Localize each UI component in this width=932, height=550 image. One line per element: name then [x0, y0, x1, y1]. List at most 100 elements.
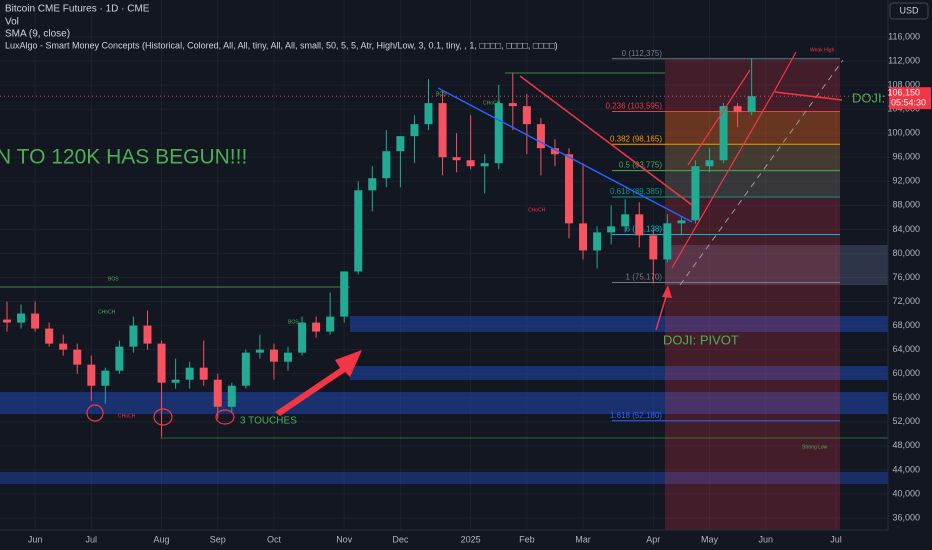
candle-body [129, 325, 138, 347]
indicator: LuxAlgo - Smart Money Concepts (Historic… [5, 40, 558, 50]
fib-zone [665, 60, 840, 530]
y-tick-label: 52,000 [892, 416, 920, 426]
headline: N TO 120K HAS BEGUN!!! [0, 146, 247, 169]
arrow-head [662, 285, 672, 298]
candle-body [494, 103, 503, 164]
indicator: Vol [5, 17, 19, 28]
y-tick-label: 76,000 [892, 272, 920, 282]
smc-label: Strong Low [802, 444, 828, 450]
trend-line [437, 87, 693, 223]
candle-body [340, 271, 349, 317]
x-tick-label: Jul [86, 534, 98, 544]
candle-body [480, 163, 489, 167]
candle-body [410, 124, 419, 137]
candles [0, 58, 888, 437]
channel-line [671, 89, 776, 269]
x-tick-label: Jul [830, 534, 842, 544]
y-tick-label: 68,000 [892, 320, 920, 330]
x-tick-label: Jun [28, 534, 43, 544]
last-price-box [889, 87, 931, 110]
order-block [350, 316, 888, 332]
y-tick-label: 92,000 [892, 176, 920, 186]
candle-body [593, 232, 602, 251]
fib-label: 1 (75,170) [626, 273, 663, 282]
order-block [0, 392, 888, 414]
candle-body [719, 106, 728, 161]
candle-body [536, 124, 545, 149]
x-tick-label: May [701, 534, 719, 544]
candle-body [115, 346, 124, 371]
candle-body [382, 151, 391, 179]
y-tick-label: 84,000 [892, 224, 920, 234]
y-tick-label: 108,000 [887, 79, 920, 89]
last-price: 106,150 [887, 88, 920, 98]
candle-body [368, 178, 377, 191]
candle-body [452, 157, 461, 161]
candle-body [663, 223, 672, 260]
candle-body [171, 379, 180, 383]
y-tick-label: 64,000 [892, 344, 920, 354]
x-tick-label: Mar [575, 534, 591, 544]
fib-band [665, 144, 840, 171]
y-tick-label: 72,000 [892, 296, 920, 306]
candle-body [705, 160, 714, 167]
candle-body [326, 316, 335, 332]
x-tick-label: Feb [519, 534, 535, 544]
candle-body [143, 325, 152, 344]
x-tick-label: Jun [758, 534, 773, 544]
touch-circle [153, 408, 173, 426]
zone [665, 245, 888, 285]
annotation: DOJI: [852, 90, 885, 105]
smc-label: CHoCH [98, 309, 116, 315]
trend-line [519, 75, 693, 206]
annotation: DOJI: PIVOT [663, 332, 739, 347]
order-block [350, 366, 888, 380]
y-tick-label: 96,000 [892, 152, 920, 162]
candle-body [101, 370, 110, 386]
candle-body [241, 352, 250, 386]
touch-circle [86, 404, 104, 422]
countdown: 05:54:30 [891, 98, 926, 108]
candle-body [565, 154, 573, 224]
smc-label: Weak High [810, 47, 835, 53]
y-tick-label: 116,000 [888, 31, 920, 41]
currency-button[interactable] [889, 2, 929, 20]
y-tick-label: 36,000 [892, 512, 920, 522]
candle-body [466, 160, 475, 167]
currency[interactable]: USD [899, 5, 919, 15]
y-tick-label: 48,000 [892, 440, 920, 450]
candle-body [691, 166, 700, 221]
y-tick-label: 100,000 [887, 128, 920, 138]
smc-label: CHoCH [118, 413, 136, 419]
x-tick-label: Apr [646, 534, 660, 544]
candle-body [677, 220, 686, 224]
fib-label: 0.382 (98,165) [610, 134, 662, 143]
grid [0, 0, 888, 530]
candle-body [227, 385, 236, 407]
candle-body [31, 313, 40, 329]
candle-body [73, 349, 82, 365]
indicator: SMA (9, close) [5, 29, 70, 40]
candle-body [59, 343, 68, 350]
candle-body [17, 313, 26, 323]
y-tick-label: 40,000 [892, 488, 920, 498]
candle-body [213, 379, 222, 407]
y-tick-label: 44,000 [892, 464, 920, 474]
fib-label: 6 (83,138) [626, 225, 663, 234]
candle-body [747, 96, 756, 113]
candle-body [508, 103, 517, 107]
x-tick-label: 2025 [461, 534, 481, 544]
candle-body [621, 214, 630, 227]
y-tick-label: 80,000 [892, 248, 920, 258]
x-tick-label: Aug [154, 534, 170, 544]
arrow [774, 91, 843, 101]
chart-title: Bitcoin CME Futures · 1D · CME [5, 4, 150, 15]
y-tick-label: 112,000 [888, 55, 920, 65]
touch-circle [215, 409, 235, 425]
candle-body [255, 349, 264, 353]
fib-label: 0.5 (93,775) [619, 161, 662, 170]
candle-body [396, 136, 405, 152]
candle-body [269, 349, 278, 362]
candle-body [354, 190, 363, 272]
